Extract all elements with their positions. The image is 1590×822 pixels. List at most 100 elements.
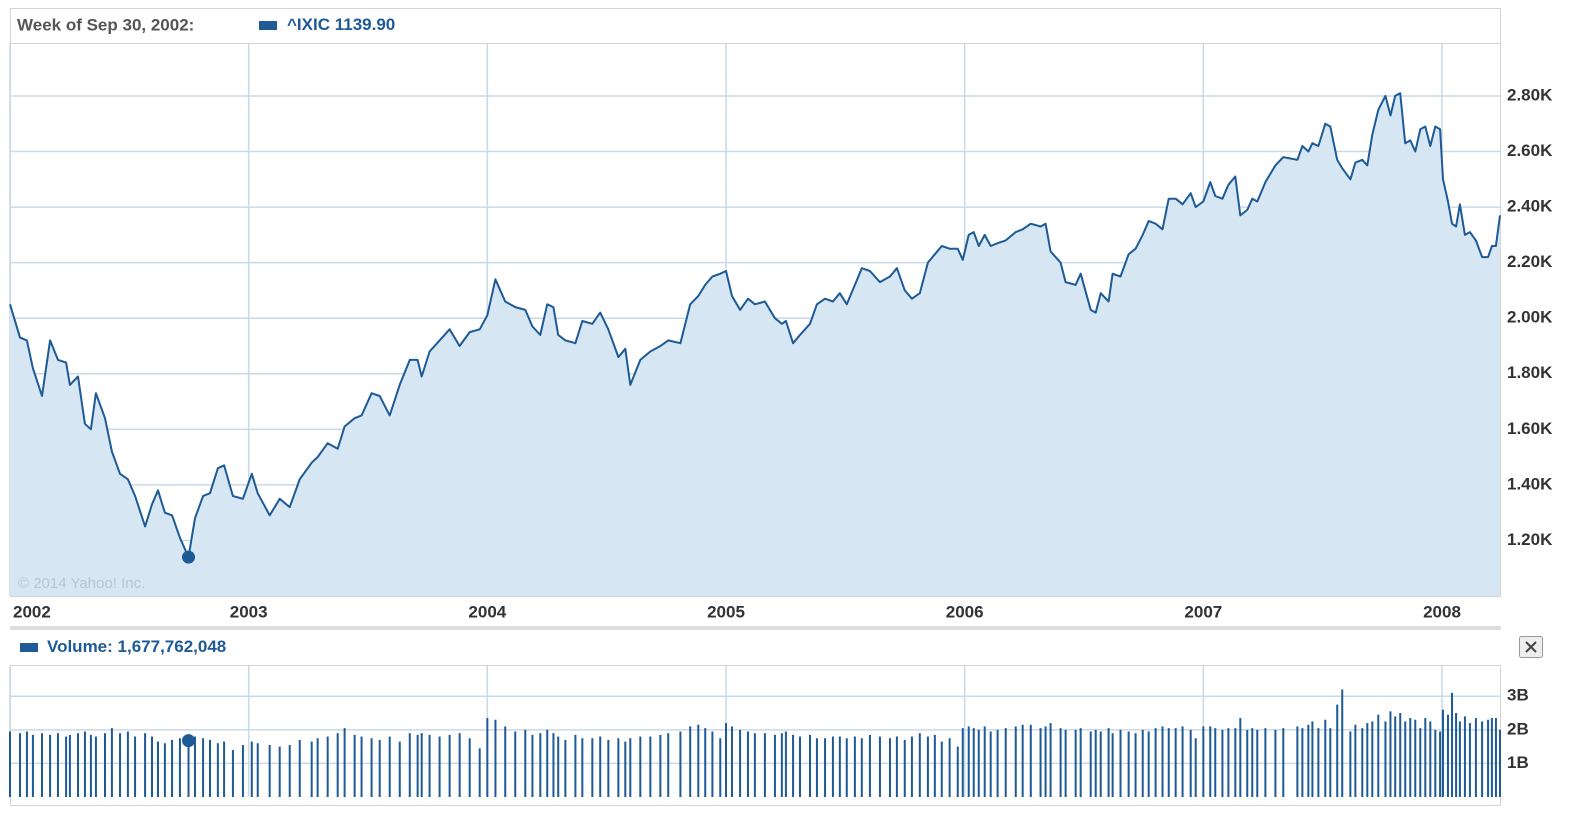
- volume-bar: [564, 739, 567, 797]
- volume-bar: [798, 736, 801, 797]
- volume-bar: [739, 729, 742, 797]
- volume-bar: [56, 733, 59, 797]
- volume-bar: [746, 731, 749, 797]
- volume-bar: [216, 743, 219, 797]
- close-icon[interactable]: [1525, 641, 1537, 653]
- volume-bar: [110, 728, 113, 797]
- volume-bar: [1202, 726, 1205, 797]
- volume-bar: [961, 728, 964, 797]
- volume-bar: [1349, 731, 1352, 797]
- volume-bar: [1441, 709, 1444, 797]
- volume-bar: [343, 728, 346, 797]
- volume-bar: [1264, 728, 1267, 797]
- volume-bar: [838, 736, 841, 797]
- volume-bar: [1354, 724, 1357, 797]
- volume-bar: [815, 738, 818, 797]
- legend-entry: ^IXIC 1139.90: [287, 15, 395, 34]
- volume-bar: [1341, 689, 1344, 797]
- volume-bar: [895, 736, 898, 797]
- volume-bar: [763, 733, 766, 797]
- volume-bar: [926, 736, 929, 797]
- volume-bar: [697, 724, 700, 797]
- volume-bar: [773, 734, 776, 797]
- volume-bar: [667, 733, 670, 797]
- volume-bar: [514, 731, 517, 797]
- volume-bar: [316, 738, 319, 797]
- volume-bar: [784, 731, 787, 797]
- plot-layer: 2002 2003 2004 2005 2006 2007 2008 1.20K 1.40K 1.…: [9, 44, 1553, 797]
- volume-bar: [1424, 718, 1427, 797]
- volume-bar: [531, 734, 534, 797]
- x-tick-label: 2003: [230, 602, 268, 621]
- close-button[interactable]: [1519, 636, 1543, 658]
- volume-bar: [1181, 726, 1184, 797]
- volume-bar: [336, 733, 339, 797]
- volume-bar: [89, 734, 92, 797]
- volume-bar: [468, 738, 471, 797]
- y-tick-label: 2.20K: [1507, 252, 1553, 271]
- volume-bar: [1389, 711, 1392, 797]
- volume-bar: [1394, 716, 1397, 797]
- volume-bar: [1487, 719, 1490, 797]
- volume-bar: [241, 744, 244, 797]
- volume-bar: [278, 746, 281, 797]
- volume-bar: [1256, 729, 1259, 797]
- volume-bar: [1361, 728, 1364, 797]
- volume-bar: [448, 734, 451, 797]
- volume-bar: [753, 733, 756, 797]
- y-tick-label: 1.40K: [1507, 474, 1553, 493]
- volume-bar: [288, 744, 291, 797]
- volume-bar: [940, 741, 943, 797]
- x-tick-label: 2005: [707, 602, 745, 621]
- volume-bar: [639, 736, 642, 797]
- volume-bar: [1329, 728, 1332, 797]
- volume-bar: [1371, 721, 1374, 797]
- volume-bar: [1409, 718, 1412, 797]
- volume-bar: [420, 733, 423, 797]
- volume-bar: [659, 734, 662, 797]
- volume-bar: [730, 726, 733, 797]
- volume-bar: [1474, 718, 1477, 797]
- x-tick-label: 2002: [13, 602, 51, 621]
- volume-bar: [1246, 729, 1249, 797]
- volume-bar: [1458, 721, 1461, 797]
- volume-bar: [408, 733, 411, 797]
- volume-bar: [557, 736, 560, 797]
- x-tick-label: 2004: [468, 602, 506, 621]
- volume-bar: [1004, 728, 1007, 797]
- volume-bar: [193, 736, 196, 797]
- volume-bar: [1154, 728, 1157, 797]
- volume-bar: [1324, 719, 1327, 797]
- y-tick-label: 2.00K: [1507, 308, 1553, 327]
- volume-bar: [428, 734, 431, 797]
- volume-bar: [1234, 728, 1237, 797]
- volume-bar: [853, 736, 856, 797]
- volume-bar: [1221, 729, 1224, 797]
- volume-bar: [1147, 731, 1150, 797]
- volume-bar: [1282, 728, 1285, 797]
- volume-bar: [725, 723, 728, 797]
- volume-bar: [581, 738, 584, 797]
- volume-bar: [539, 733, 542, 797]
- volume-bar: [972, 728, 975, 797]
- volume-bar: [1434, 729, 1437, 797]
- volume-bar: [156, 741, 159, 797]
- hover-dot: [182, 734, 196, 748]
- y-tick-label: 1.80K: [1507, 363, 1553, 382]
- volume-bar: [223, 741, 226, 797]
- volume-bar: [1481, 721, 1484, 797]
- price-line: [9, 92, 1501, 559]
- volume-bar: [178, 738, 181, 797]
- volume-bar: [649, 736, 652, 797]
- watermark: © 2014 Yahoo! Inc.: [18, 575, 145, 592]
- volume-bar: [624, 741, 627, 797]
- volume-bar: [1307, 724, 1310, 797]
- volume-bar: [416, 734, 419, 797]
- volume-bar: [1296, 726, 1299, 797]
- volume-bar: [486, 718, 489, 797]
- volume-bar: [1029, 724, 1032, 797]
- panel-separator: [10, 626, 1501, 630]
- volume-bar: [1377, 714, 1380, 797]
- volume-bar: [1074, 729, 1077, 797]
- volume-bar: [1111, 733, 1114, 797]
